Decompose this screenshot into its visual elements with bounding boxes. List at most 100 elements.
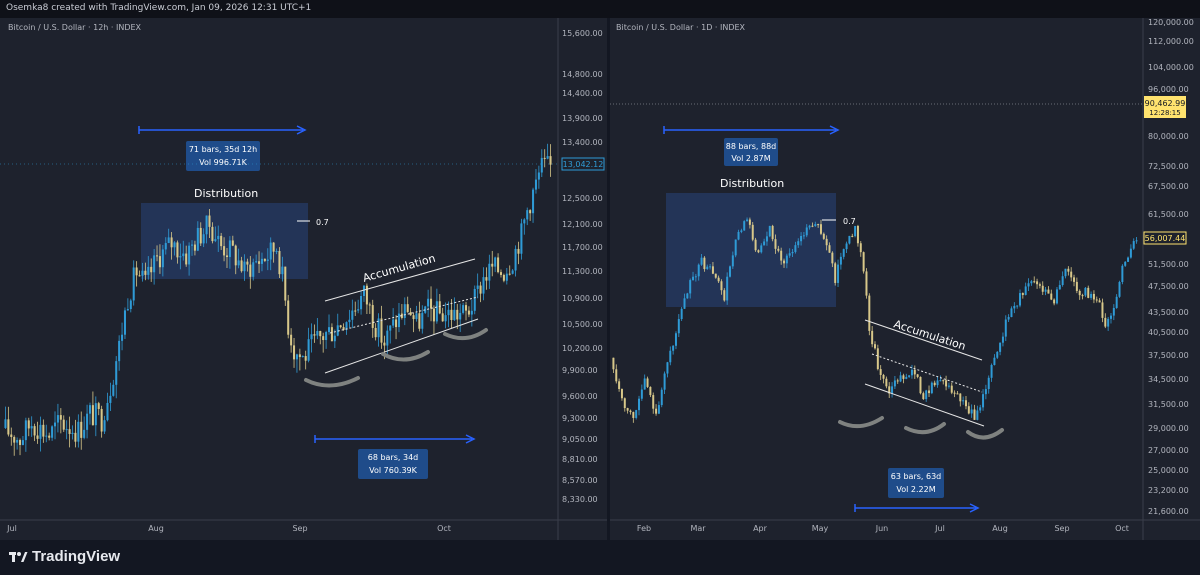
right-candle-body xyxy=(737,231,740,240)
right-candle-body xyxy=(780,250,783,261)
left-chart-panel[interactable]: Bitcoin / U.S. Dollar · 12h · INDEX 15,6… xyxy=(0,18,607,540)
right-channel-lower[interactable] xyxy=(864,383,985,427)
left-candle-body xyxy=(115,361,118,385)
right-candle-body xyxy=(933,382,936,386)
left-candle-body xyxy=(534,179,537,190)
right-reference-price-box xyxy=(1144,96,1186,118)
right-candle-body xyxy=(905,376,908,379)
left-candle-body xyxy=(505,273,508,281)
left-distribution-label: Distribution xyxy=(194,187,258,200)
left-candle-body xyxy=(121,334,124,341)
left-candle-body xyxy=(470,310,473,315)
right-candle-body xyxy=(646,378,649,387)
left-candle-body xyxy=(325,332,328,341)
left-candle-body xyxy=(65,429,68,431)
right-candle-body xyxy=(632,412,635,418)
right-candle-body xyxy=(1013,305,1016,309)
left-candle-body xyxy=(220,235,223,247)
left-candle-body xyxy=(275,251,278,253)
right-channel-upper[interactable] xyxy=(864,319,983,361)
left-top-measure-vol: Vol 996.71K xyxy=(199,158,248,167)
left-candle-body xyxy=(33,426,36,436)
left-candle-body xyxy=(360,295,363,310)
left-candle-body xyxy=(249,264,252,277)
right-candle-body xyxy=(1112,307,1115,316)
right-candle-body xyxy=(686,293,689,299)
left-y-tick: 8,330.00 xyxy=(562,495,598,504)
left-candle-body xyxy=(406,304,409,313)
right-candle-body xyxy=(868,295,871,331)
left-candle-body xyxy=(438,301,441,314)
right-candle-body xyxy=(791,251,794,254)
right-candle-body xyxy=(1021,293,1024,295)
right-y-tick: 21,600.00 xyxy=(1148,507,1189,516)
left-candle-body xyxy=(269,242,272,260)
right-candle-body xyxy=(939,380,942,382)
left-candle-body xyxy=(383,342,386,346)
left-y-tick: 13,900.00 xyxy=(562,114,603,123)
right-candle-body xyxy=(638,398,641,411)
right-y-tick: 40,500.00 xyxy=(1148,328,1189,337)
right-bottom-measure-arrowhead xyxy=(969,503,980,513)
right-last-price-box xyxy=(1143,231,1187,245)
left-candle-body xyxy=(208,215,211,227)
left-candle-body xyxy=(462,305,465,313)
right-candle-body xyxy=(800,235,803,242)
left-candle-body xyxy=(263,258,266,261)
left-candle-body xyxy=(392,319,395,326)
right-candle-body xyxy=(640,389,643,399)
right-candle-body xyxy=(620,389,623,399)
left-y-tick: 14,800.00 xyxy=(562,70,603,79)
left-candle-body xyxy=(21,440,24,445)
left-candle-body xyxy=(80,421,83,438)
left-candle-body xyxy=(362,285,366,296)
left-candle-body xyxy=(447,309,450,316)
left-candle-body xyxy=(377,318,380,338)
left-candle-body xyxy=(476,285,479,289)
right-candle-body xyxy=(879,369,882,375)
left-channel-lower[interactable] xyxy=(324,318,479,374)
right-candle-body xyxy=(797,241,800,246)
right-chart-panel[interactable]: Bitcoin / U.S. Dollar · 1D · INDEX 120,0… xyxy=(610,18,1200,540)
left-chart-svg[interactable]: Bitcoin / U.S. Dollar · 12h · INDEX 15,6… xyxy=(0,18,607,540)
right-candle-body xyxy=(839,256,842,265)
left-candle-body xyxy=(409,312,412,316)
left-last-price-box xyxy=(561,157,605,171)
left-candle-body xyxy=(529,210,532,214)
right-x-tick: Aug xyxy=(992,524,1008,533)
left-candle-body xyxy=(45,435,48,437)
left-candle-body xyxy=(83,429,86,438)
right-y-tick: 96,000.00 xyxy=(1148,85,1189,94)
right-candle-body xyxy=(657,405,660,414)
right-candle-body xyxy=(1053,299,1056,304)
right-candle-body xyxy=(1075,281,1078,291)
right-candles xyxy=(612,217,1138,423)
right-y-tick: 112,000.00 xyxy=(1148,37,1194,46)
right-x-tick: Jun xyxy=(875,524,889,533)
left-candle-body xyxy=(514,248,517,271)
left-candle-body xyxy=(234,245,237,266)
right-candle-body xyxy=(936,380,939,386)
left-candle-body xyxy=(190,244,194,246)
right-candle-body xyxy=(1010,308,1013,318)
right-candle-body xyxy=(1016,305,1019,307)
left-candle-body xyxy=(351,310,354,320)
right-candle-body xyxy=(871,330,874,345)
right-chart-svg[interactable]: Bitcoin / U.S. Dollar · 1D · INDEX 120,0… xyxy=(610,18,1200,540)
left-candle-body xyxy=(511,270,514,274)
left-candle-body xyxy=(319,330,322,337)
left-candle-body xyxy=(345,322,348,330)
right-candle-body xyxy=(984,389,987,395)
left-channel-upper[interactable] xyxy=(324,258,476,302)
right-candle-body xyxy=(1004,319,1007,337)
right-candle-body xyxy=(874,344,876,349)
left-candle-body xyxy=(185,253,188,265)
left-candle-body xyxy=(266,259,269,261)
right-top-measure-vol: Vol 2.87M xyxy=(731,154,770,163)
left-candle-body xyxy=(129,300,132,310)
right-candle-body xyxy=(1081,295,1084,297)
right-candle-body xyxy=(837,264,840,283)
left-candle-body xyxy=(520,223,523,254)
right-distribution-box[interactable] xyxy=(666,193,836,307)
right-candle-body xyxy=(817,224,820,226)
